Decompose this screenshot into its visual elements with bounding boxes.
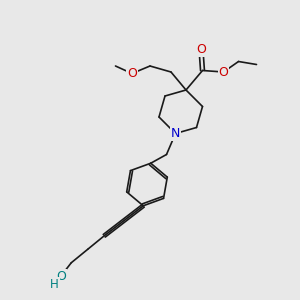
Text: O: O	[56, 270, 66, 283]
Text: O: O	[127, 67, 137, 80]
Text: H: H	[50, 278, 59, 291]
Text: N: N	[171, 127, 180, 140]
Text: O: O	[196, 43, 206, 56]
Text: O: O	[219, 65, 228, 79]
